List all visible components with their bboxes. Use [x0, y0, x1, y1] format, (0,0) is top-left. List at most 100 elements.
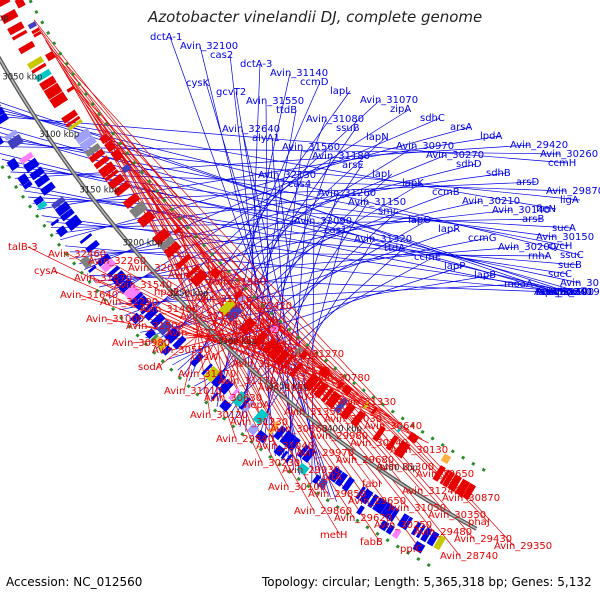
gene-feature — [397, 513, 410, 529]
gene-feature — [50, 218, 60, 227]
gene-label: ssuB — [336, 123, 360, 134]
gene-label: cysA — [34, 266, 58, 277]
gene-feature — [100, 258, 116, 273]
gene-feature — [313, 381, 329, 399]
gene-feature — [0, 104, 1, 107]
label-connector — [89, 275, 555, 293]
gene-feature — [157, 341, 168, 352]
gene-feature — [98, 161, 117, 179]
label-connector — [69, 251, 549, 257]
ruler-label: 3050 kbp — [2, 73, 42, 83]
gene-feature — [269, 324, 280, 335]
gene-feature — [0, 112, 9, 125]
label-connector — [37, 26, 421, 550]
label-connector — [132, 169, 397, 468]
gene-label: Avin_32460 — [48, 249, 106, 260]
gene-feature — [411, 521, 422, 536]
gene-label: Avin_29840 — [216, 434, 274, 445]
gene-feature — [79, 135, 97, 152]
gene-feature — [455, 478, 471, 497]
ruler-label: 3450 kbp — [378, 464, 418, 474]
label-connector — [127, 163, 437, 475]
outer-tick-ring — [0, 160, 431, 568]
gene-label: phaJ — [468, 517, 490, 528]
gene-label: Avin_32030 — [128, 263, 186, 274]
gene-label: hepA — [244, 400, 270, 411]
gene-label: arsE — [342, 160, 364, 171]
gene-feature — [104, 140, 116, 153]
gene-feature — [442, 471, 455, 488]
gene-label: hpaR — [154, 287, 180, 298]
genome-summary: Topology: circular; Length: 5,365,318 bp… — [262, 575, 592, 589]
gene-label: Avin_31180 — [312, 151, 370, 162]
gene-feature — [281, 355, 294, 370]
position-ruler: 3450 kbp 3400 kbp 3350 kbp 3300 kbp 3250 kbp… — [0, 13, 418, 473]
gene-feature — [163, 241, 182, 258]
gene-label: lapL — [330, 86, 351, 97]
gene-label: Avin_28740 — [440, 551, 498, 562]
gene-label: Avin_30200 — [498, 242, 556, 253]
gene-feature — [407, 431, 420, 444]
gene-label: Avin_31050 — [388, 503, 446, 514]
gene-label: ccmF — [536, 287, 563, 298]
gene-label: arsB — [522, 214, 544, 225]
gene-feature — [237, 294, 247, 304]
label-connector — [74, 209, 513, 259]
gene-label: Avin_31040 — [256, 441, 314, 452]
gene-feature — [320, 387, 334, 403]
gene-feature — [106, 265, 121, 278]
gene-feature — [233, 290, 243, 300]
label-connector — [69, 79, 315, 512]
label-connector — [19, 184, 557, 293]
gene-label: Avin_31470 — [178, 369, 236, 380]
gene-label: Avin_29980 — [310, 431, 368, 442]
gene-label: fabI — [362, 479, 381, 490]
ruler-label: 3100 kbp — [39, 130, 79, 140]
label-connector — [171, 323, 275, 351]
gene-feature — [209, 266, 222, 279]
gene-feature — [228, 387, 240, 401]
gene-feature — [164, 327, 181, 344]
gene-label: Avin_31140 — [270, 68, 328, 79]
gene-label: sdhD — [456, 159, 482, 170]
gene-label: alyA1 — [252, 133, 280, 144]
backbone-highlight — [0, 57, 477, 530]
gene-label: sucA — [552, 223, 576, 234]
gene-feature — [359, 488, 374, 505]
gene-label: lapK — [402, 178, 424, 189]
gene-feature — [85, 239, 100, 254]
gene-label: Avin_32130 — [258, 170, 316, 181]
gene-label: Avin_29420 — [510, 140, 568, 151]
forward-strand-track-outer — [0, 136, 426, 554]
gene-feature — [172, 335, 187, 350]
gene-label: lapR — [438, 224, 460, 235]
label-connector — [41, 215, 581, 293]
gene-label: gcvT2 — [216, 87, 246, 98]
gene-feature — [0, 136, 4, 145]
gene-feature — [391, 528, 402, 539]
gene-label: Avin_30150 — [536, 232, 594, 243]
gene-feature — [327, 466, 343, 483]
gene-label: ssuC — [560, 250, 584, 261]
gene-feature — [93, 155, 110, 170]
gene-feature — [14, 0, 26, 9]
label-connector — [245, 63, 261, 432]
gene-feature — [34, 68, 52, 83]
gene-feature — [370, 406, 378, 415]
gene-feature — [334, 471, 348, 487]
gene-feature — [133, 295, 150, 311]
gene-feature — [137, 210, 156, 228]
gene-label: Avin_31130 — [272, 366, 330, 377]
gene-label: lapN — [366, 132, 389, 143]
gene-label: Avin_31500 — [126, 321, 184, 332]
gene-feature — [189, 269, 208, 288]
gene-label: Avin_31010 — [164, 386, 222, 397]
gene-feature — [65, 214, 83, 232]
label-connector — [99, 125, 463, 499]
gene-feature — [121, 163, 132, 174]
label-connector — [251, 302, 333, 379]
label-connector — [202, 252, 265, 406]
gene-label: fleN — [536, 204, 556, 215]
label-connector — [211, 318, 269, 358]
